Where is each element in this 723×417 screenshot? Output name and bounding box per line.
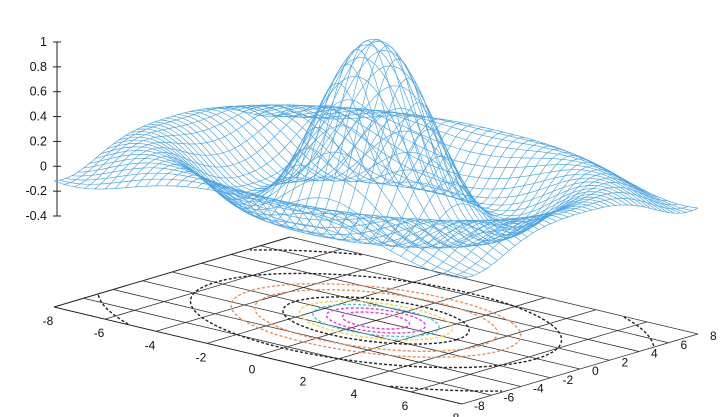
contour-line xyxy=(253,289,499,352)
z-tick-label: 0.6 xyxy=(30,85,47,99)
z-tick-label: 1 xyxy=(40,35,47,49)
surface-mesh xyxy=(53,38,699,279)
mesh-line-y xyxy=(219,105,628,221)
z-tick-label: -0.2 xyxy=(25,184,47,198)
mesh-line-y xyxy=(225,105,634,217)
grid-line-y xyxy=(289,236,699,335)
contour-line xyxy=(341,311,411,330)
mesh-line-x xyxy=(318,145,556,246)
grid-line-x xyxy=(308,297,546,369)
contour-line xyxy=(189,272,563,369)
z-tick-label: 0.8 xyxy=(30,60,47,74)
mesh-line-x xyxy=(451,198,688,277)
x-tick-label: -2 xyxy=(196,350,207,364)
mesh-line-y xyxy=(230,104,640,212)
y-tick-label: 8 xyxy=(710,329,717,343)
mesh-line-y xyxy=(242,104,652,209)
base-grid xyxy=(53,236,699,405)
mesh-line-x xyxy=(420,182,658,267)
y-tick-label: 2 xyxy=(622,355,629,369)
mesh-line-x xyxy=(441,192,678,275)
mesh-line-x xyxy=(380,165,617,246)
mesh-line-x xyxy=(369,161,607,248)
mesh-line-y xyxy=(266,106,675,214)
grid-line-y xyxy=(230,254,640,352)
contour-set xyxy=(97,249,655,392)
mesh-line-x xyxy=(288,78,525,241)
mesh-line-y xyxy=(171,38,581,242)
grid-line-y xyxy=(171,271,581,370)
mesh-line-y xyxy=(284,112,693,212)
grid-line-x xyxy=(359,309,597,381)
mesh-line-y xyxy=(248,104,657,211)
mesh-line-y xyxy=(289,110,699,209)
x-tick-label: 0 xyxy=(249,363,256,377)
mesh-line-x xyxy=(410,177,648,262)
x-tick-label: 2 xyxy=(300,375,307,389)
x-tick-label: -4 xyxy=(145,338,156,352)
x-axis-ticks: -8 -6 -4 -2 0 2 4 6 8 xyxy=(43,314,460,417)
mesh-line-x xyxy=(461,204,699,279)
z-axis: -0.4 -0.2 0 0.2 0.4 0.6 0.8 1 xyxy=(25,35,61,223)
x-tick-label: 4 xyxy=(351,387,358,401)
x-tick-label: -6 xyxy=(94,326,105,340)
mesh-line-y xyxy=(236,104,646,208)
z-tick-label: -0.4 xyxy=(25,209,47,223)
mesh-line-x xyxy=(308,129,546,245)
mesh-line-y xyxy=(272,107,681,214)
contour-line xyxy=(325,307,427,334)
x-tick-label: 8 xyxy=(453,411,460,417)
mesh-line-y xyxy=(207,107,616,228)
y-tick-label: -6 xyxy=(504,390,515,404)
mesh-line-y xyxy=(213,106,622,224)
x-tick-label: 6 xyxy=(402,399,409,413)
grid-line-x xyxy=(410,321,648,393)
mesh-line-y xyxy=(201,107,610,231)
x-tick-label: -8 xyxy=(43,314,54,328)
mesh-line-x xyxy=(400,173,637,257)
mesh-line-x xyxy=(359,158,597,249)
y-tick-label: -4 xyxy=(533,382,544,396)
grid-line-x xyxy=(461,333,699,405)
mesh-line-x xyxy=(390,169,627,252)
y-axis-ticks: -8 -6 -4 -2 0 2 4 6 8 xyxy=(474,329,717,413)
y-tick-label: 4 xyxy=(651,347,658,361)
y-tick-label: 6 xyxy=(681,338,688,352)
mesh-line-x xyxy=(165,111,403,205)
z-tick-label: 0 xyxy=(40,159,47,173)
mesh-line-x xyxy=(268,45,505,237)
contour-line xyxy=(97,249,655,392)
z-tick-label: 0.4 xyxy=(30,110,47,124)
grid-line-y xyxy=(201,262,610,361)
grid-line-y xyxy=(260,245,669,344)
y-tick-label: -2 xyxy=(563,373,574,387)
contour-line xyxy=(298,300,454,341)
y-tick-label: 0 xyxy=(592,364,599,378)
mesh-line-x xyxy=(339,151,576,248)
mesh-line-y xyxy=(260,105,669,213)
contour-line xyxy=(282,296,470,345)
mesh-line-x xyxy=(298,102,535,243)
mesh-line-y xyxy=(183,50,592,238)
mesh-line-x xyxy=(278,58,515,239)
mesh-line-x xyxy=(349,155,586,249)
z-tick-label: 0.2 xyxy=(30,134,47,148)
y-tick-label: -8 xyxy=(474,399,485,413)
